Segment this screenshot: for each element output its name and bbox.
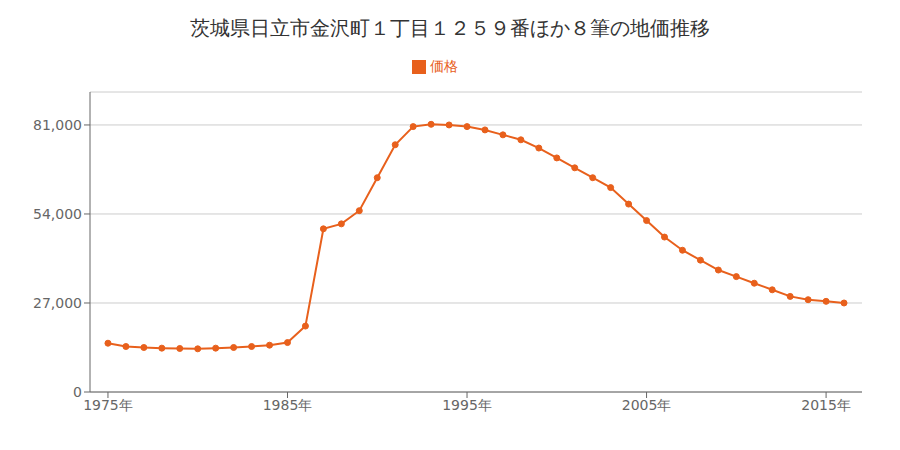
svg-text:0: 0 — [73, 384, 82, 400]
svg-text:81,000: 81,000 — [33, 117, 82, 133]
svg-text:54,000: 54,000 — [33, 206, 82, 222]
html-text:茨城県日立市金沢町１丁目１２５９番ほか８筆の地価推移: 茨城県日立市金沢町１丁目１２５９番ほか８筆の地価推移 — [190, 16, 710, 40]
svg-text:1985年: 1985年 — [263, 397, 313, 413]
svg-text:1995年: 1995年 — [442, 397, 492, 413]
svg-text:2005年: 2005年 — [622, 397, 672, 413]
svg-text:2015年: 2015年 — [801, 397, 851, 413]
html-text:価格: 価格 — [430, 58, 458, 74]
svg-text:27,000: 27,000 — [33, 295, 82, 311]
svg-text:1975年: 1975年 — [83, 397, 133, 413]
